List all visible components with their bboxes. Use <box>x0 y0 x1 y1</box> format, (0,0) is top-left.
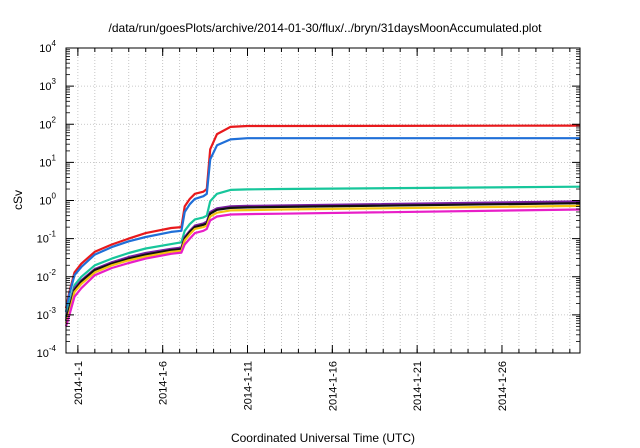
y-tick-label: 10-3 <box>37 306 57 322</box>
y-tick-label: 104 <box>39 39 56 55</box>
series-line-s6 <box>64 204 581 324</box>
series-line-s3 <box>64 185 581 317</box>
x-tick-label: 2014-1-21 <box>412 361 424 411</box>
y-tick-label: 102 <box>39 115 56 131</box>
series-line-s5 <box>64 202 581 322</box>
y-tick-label: 10-2 <box>37 268 57 284</box>
x-axis-label: Coordinated Universal Time (UTC) <box>231 431 415 445</box>
y-tick-label: 101 <box>39 153 56 169</box>
grid <box>66 48 580 353</box>
chart-title: /data/run/goesPlots/archive/2014-01-30/f… <box>109 21 543 35</box>
x-tick-label: 2014-1-16 <box>327 361 339 411</box>
y-tick-label: 10-4 <box>37 344 57 360</box>
series-group <box>64 124 581 327</box>
x-tick-label: 2014-1-26 <box>497 361 509 411</box>
x-tick-label: 2014-1-11 <box>243 361 255 410</box>
y-tick-labels: 10-4 10-3 10-2 10-1 100 101 102 103 104 <box>37 39 57 360</box>
series-line-s7 <box>64 208 581 327</box>
x-tick-labels: 2014-1-1 2014-1-6 2014-1-11 2014-1-16 2014-1… <box>73 361 509 411</box>
axis-ticks <box>66 47 580 354</box>
y-axis-label: cSv <box>11 190 25 210</box>
y-tick-label: 10-1 <box>37 230 57 246</box>
series-line-s1 <box>64 124 581 309</box>
x-tick-label: 2014-1-6 <box>158 361 170 405</box>
y-tick-label: 103 <box>39 77 56 93</box>
x-tick-label: 2014-1-1 <box>73 361 85 405</box>
y-tick-label: 100 <box>39 192 56 208</box>
plot-frame <box>65 47 581 354</box>
series-line-s2 <box>64 137 580 313</box>
